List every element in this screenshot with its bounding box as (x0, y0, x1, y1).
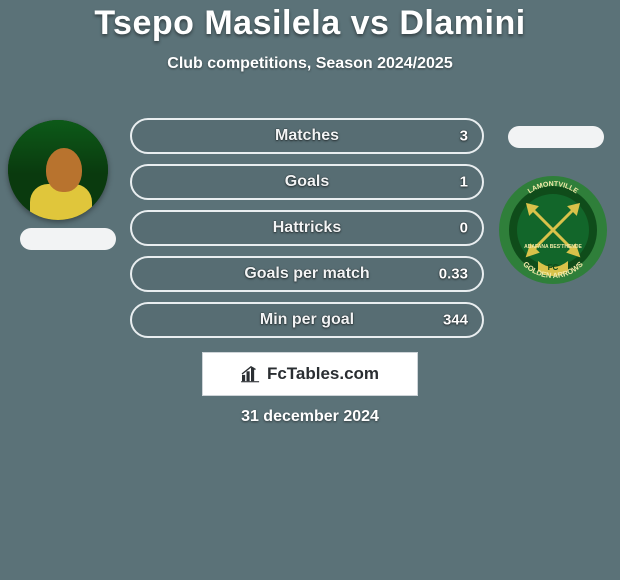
date-line: 31 december 2024 (0, 408, 620, 426)
player-left-team-pill (20, 228, 116, 250)
stat-label: Hattricks (273, 219, 341, 237)
crest-bottom-text: ABAFANA BES'THENDE (524, 244, 582, 250)
stat-label: Matches (275, 127, 339, 145)
stat-label: Goals (285, 173, 329, 191)
stat-value-right: 344 (443, 312, 468, 329)
avatar (8, 120, 108, 220)
stat-value-right: 3 (460, 128, 468, 145)
page-subtitle: Club competitions, Season 2024/2025 (0, 55, 620, 73)
stats-list: Matches 3 Goals 1 Hattricks 0 Goals per match 0… (130, 118, 484, 348)
player-left-avatar (8, 120, 108, 220)
stat-row: Matches 3 (130, 118, 484, 154)
player-right-team-pill (508, 126, 604, 148)
stat-row: Goals 1 (130, 164, 484, 200)
brand-text: FcTables.com (267, 364, 379, 384)
player-right-club-crest: FC LAMONTVILLE GOLDEN ARROWS ABAFANA BES… (498, 175, 608, 285)
stat-row: Min per goal 344 (130, 302, 484, 338)
stat-value-right: 0.33 (439, 266, 468, 283)
club-crest-icon: FC LAMONTVILLE GOLDEN ARROWS ABAFANA BES… (498, 175, 608, 285)
stat-row: Hattricks 0 (130, 210, 484, 246)
stat-label: Goals per match (244, 265, 369, 283)
stat-value-right: 1 (460, 174, 468, 191)
page-title: Tsepo Masilela vs Dlamini (0, 0, 620, 43)
crest-fc-text: FC (548, 263, 559, 272)
bar-chart-icon (241, 365, 261, 383)
stat-row: Goals per match 0.33 (130, 256, 484, 292)
stat-value-right: 0 (460, 220, 468, 237)
brand-box[interactable]: FcTables.com (202, 352, 418, 396)
stat-label: Min per goal (260, 311, 354, 329)
